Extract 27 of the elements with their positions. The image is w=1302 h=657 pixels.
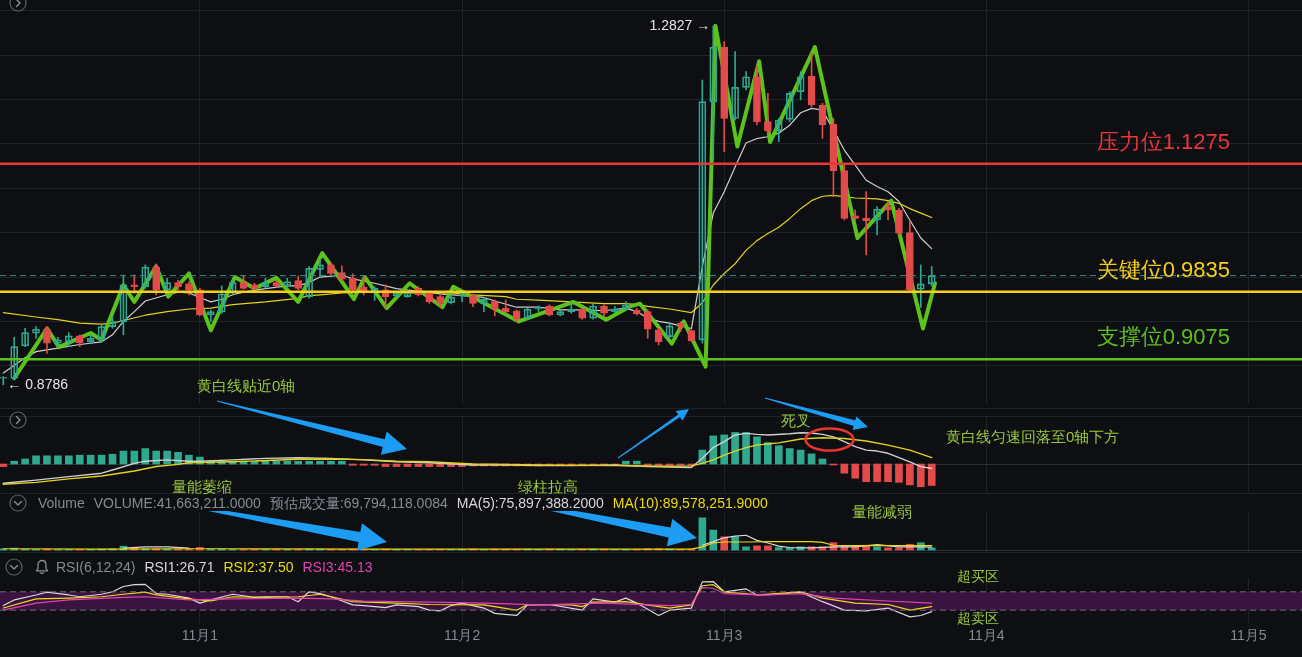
ref-line-label: 关键位0.9835	[1096, 256, 1230, 282]
x-tick-label: 11月4	[968, 627, 1005, 644]
annotation: ← 0.8786	[7, 375, 69, 392]
ref-line-label: 超卖区	[957, 610, 999, 627]
annotation: 黄白线匀速回落至0轴下方	[946, 428, 1120, 446]
text: 预估成交量:69,794,118.0084	[267, 495, 450, 511]
text: VOLUME:41,663,211.0000	[91, 495, 263, 511]
text: 死叉	[781, 412, 811, 430]
x-tick-label: 11月2	[443, 627, 481, 644]
chart-title: RSI(6,12,24)	[54, 559, 138, 575]
x-tick-label: 11月1	[181, 627, 219, 644]
series-label: RSI2:37.50	[221, 559, 296, 575]
chart-title: Volume	[36, 495, 87, 511]
annotation: 绿柱拉高	[518, 478, 578, 496]
ref-line-label: 超买区	[957, 567, 999, 584]
annotation: 量能减弱	[852, 503, 912, 521]
text: MA(10):89,578,251.9000	[610, 495, 770, 511]
ref-line-label: 压力位1.1275	[1096, 128, 1230, 154]
x-tick-label: 11月3	[706, 627, 743, 644]
text: MA(5):75,897,388.2000	[454, 495, 606, 511]
x-tick-label: 11月5	[1230, 627, 1267, 644]
series-label: RSI3:45.13	[300, 559, 375, 575]
annotation: 黄白线贴近0轴	[197, 377, 296, 395]
series-label: RSI1:26.71	[142, 559, 217, 575]
ref-line-label: 支撑位0.9075	[1096, 324, 1230, 350]
annotation: 1.2827 →	[649, 16, 711, 33]
annotation: 量能萎缩	[172, 478, 232, 496]
